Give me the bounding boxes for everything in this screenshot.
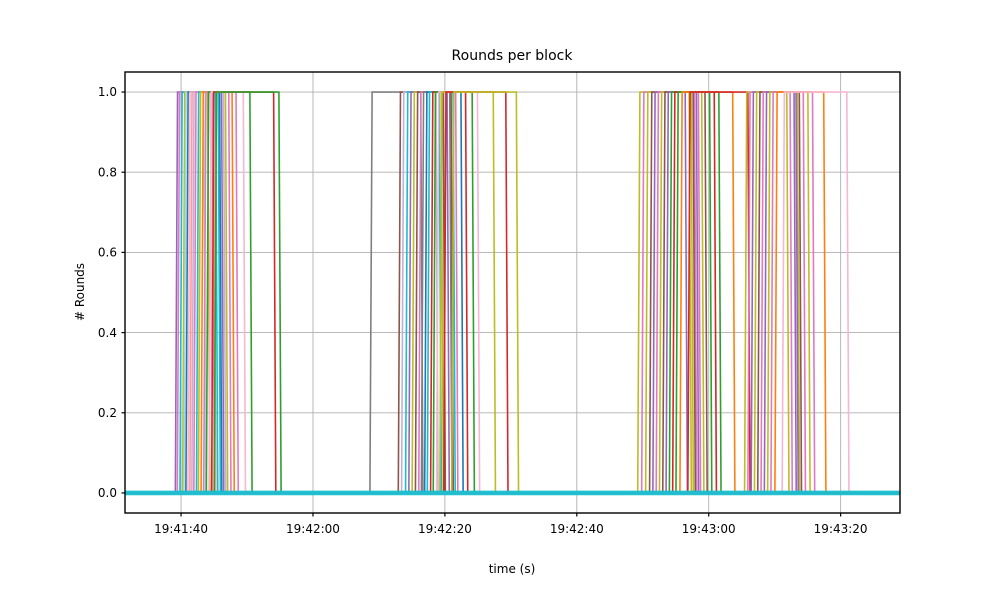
chart-title: Rounds per block — [452, 48, 574, 64]
y-tick-label: 0.4 — [98, 326, 117, 340]
y-tick-label: 0.8 — [98, 165, 117, 179]
y-tick-labels: 0.0 0.2 0.4 0.6 0.8 1.0 — [98, 85, 117, 500]
x-tick-labels: 19:41:40 19:42:00 19:42:20 19:42:40 19:43:00… — [154, 522, 867, 536]
y-tick-marks — [121, 91, 125, 494]
y-tick-label: 0.6 — [98, 246, 117, 260]
y-axis-label: # Rounds — [73, 263, 87, 321]
y-tick-label: 1.0 — [98, 85, 117, 99]
y-tick-label: 0.2 — [98, 406, 117, 420]
axes-frame — [124, 71, 901, 514]
x-tick-label: 19:42:20 — [418, 522, 472, 536]
x-tick-marks — [180, 513, 842, 517]
x-tick-label: 19:43:00 — [682, 522, 736, 536]
x-tick-label: 19:43:20 — [814, 522, 868, 536]
x-tick-label: 19:41:40 — [154, 522, 208, 536]
x-tick-label: 19:42:00 — [286, 522, 340, 536]
x-axis-label: time (s) — [489, 562, 536, 576]
x-tick-label: 19:42:40 — [550, 522, 604, 536]
y-tick-label: 0.0 — [98, 486, 117, 500]
